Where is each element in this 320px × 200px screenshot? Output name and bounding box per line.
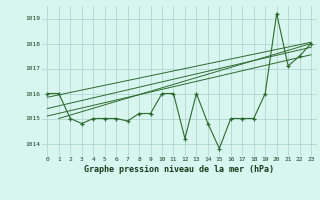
- X-axis label: Graphe pression niveau de la mer (hPa): Graphe pression niveau de la mer (hPa): [84, 165, 274, 174]
